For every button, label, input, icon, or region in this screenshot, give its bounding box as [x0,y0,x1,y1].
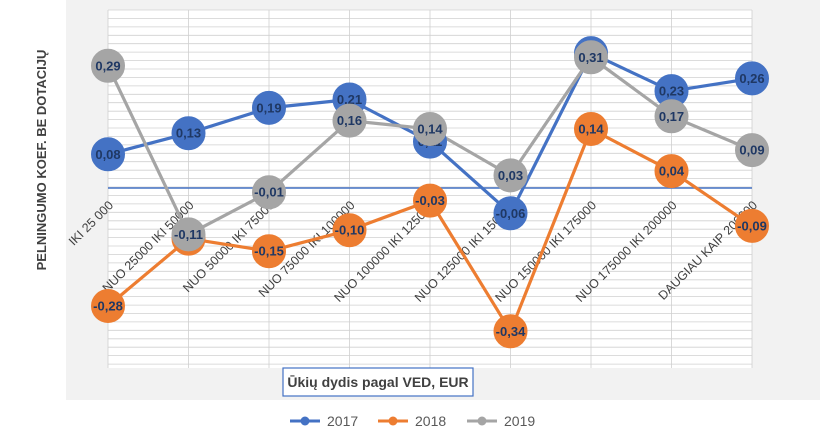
legend: 2017 2018 2019 [290,413,535,429]
legend-marker [477,416,487,426]
data-label-2019: 0,17 [659,109,684,124]
data-point-2019 [413,112,447,146]
data-label-2018: -0,15 [254,244,284,259]
data-label-2019: -0,01 [254,185,284,200]
data-label-2017: 0,21 [337,92,362,107]
data-label-2017: 0,19 [256,100,281,115]
data-label-2019: 0,29 [95,58,120,73]
data-point-2018 [735,208,769,243]
data-label-2017: 0,26 [739,71,764,86]
y-axis-title: PELNINGUMO KOEF. BE DOTACIJŲ [34,50,49,271]
legend-item-2017: 2017 [290,413,358,429]
legend-item-2018: 2018 [378,413,446,429]
series-markers: -0,28-0,12-0,15-0,10-0,03-0,340,140,04-0… [91,36,769,349]
data-point-2017 [735,61,769,96]
data-point-2017 [91,137,125,172]
data-label-2018: -0,10 [335,223,365,238]
legend-label: 2018 [415,413,446,429]
data-label-2019: 0,03 [498,168,523,183]
data-label-2017: -0,06 [496,206,526,221]
data-label-2018: -0,34 [496,324,526,339]
data-label-2019: 0,31 [578,50,603,65]
data-point-2019 [252,175,286,210]
data-label-2018: 0,04 [659,164,685,179]
legend-label: 2019 [504,413,535,429]
data-label-2019: -0,11 [174,227,203,242]
data-label-2019: 0,14 [417,122,443,137]
data-point-2019 [332,103,367,138]
data-label-2017: 0,23 [659,84,684,99]
data-point-2017 [252,90,286,125]
legend-label: 2017 [327,413,358,429]
data-point-2019 [171,217,206,252]
data-point-2019 [574,40,608,75]
data-point-2018 [654,154,689,189]
data-label-2017: 0,08 [95,147,120,162]
data-point-2019 [493,158,528,193]
data-point-2018 [574,112,608,146]
data-point-2018 [493,314,528,349]
x-axis-title: Ūkių dydis pagal VED, EUR [287,374,468,390]
data-label-2019: 0,09 [739,143,764,158]
data-point-2017 [493,196,528,231]
data-label-2018: -0,03 [415,193,445,208]
data-point-2018 [332,213,367,248]
data-point-2019 [654,99,689,134]
legend-marker [388,416,398,426]
x-axis-title-box: Ūkių dydis pagal VED, EUR [282,367,474,397]
data-point-2019 [91,48,125,83]
data-point-2019 [735,133,769,168]
data-label-2018: -0,09 [737,218,767,233]
data-label-2019: 0,16 [337,113,362,128]
data-label-2017: 0,13 [176,126,201,141]
data-point-2018 [91,289,125,323]
gridlines [107,9,753,368]
legend-item-2019: 2019 [467,413,535,429]
data-label-2018: -0,28 [93,299,123,314]
data-point-2017 [171,116,206,151]
data-label-2018: 0,14 [578,122,604,137]
legend-marker [300,416,310,426]
data-point-2018 [252,234,286,269]
data-point-2018 [413,183,447,218]
x-axis-title-frame [282,367,474,397]
